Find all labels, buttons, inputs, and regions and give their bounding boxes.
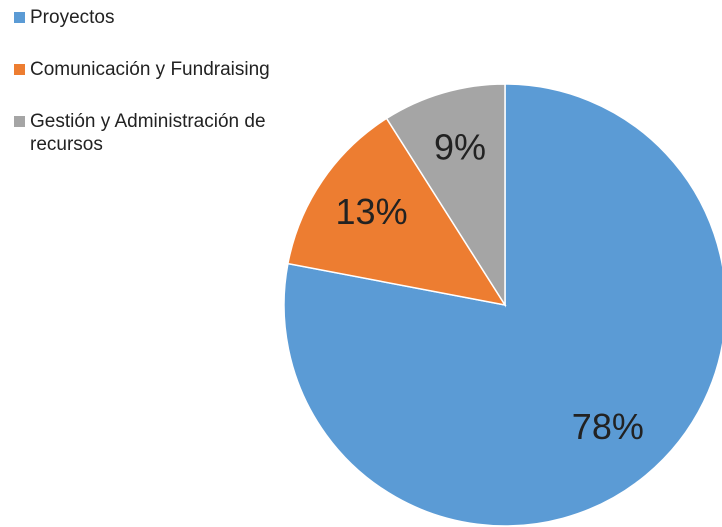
pie-slice [385,83,506,308]
data-label: 13% [336,191,408,232]
legend-item: Gestión y Administración de recursos [14,110,304,156]
legend-label: Proyectos [30,7,115,28]
data-label: 9% [434,127,486,168]
legend: Proyectos Comunicación y Fundraising Gesti… [14,6,304,185]
legend-label: Gestión y Administración de recursos [30,111,266,155]
legend-swatch [14,64,25,75]
pie-slice [287,117,507,307]
legend-swatch [14,116,25,127]
legend-label: Comunicación y Fundraising [30,59,270,80]
legend-swatch [14,12,25,23]
data-label: 78% [572,406,644,447]
legend-item: Proyectos [14,6,304,29]
legend-item: Comunicación y Fundraising [14,58,304,81]
